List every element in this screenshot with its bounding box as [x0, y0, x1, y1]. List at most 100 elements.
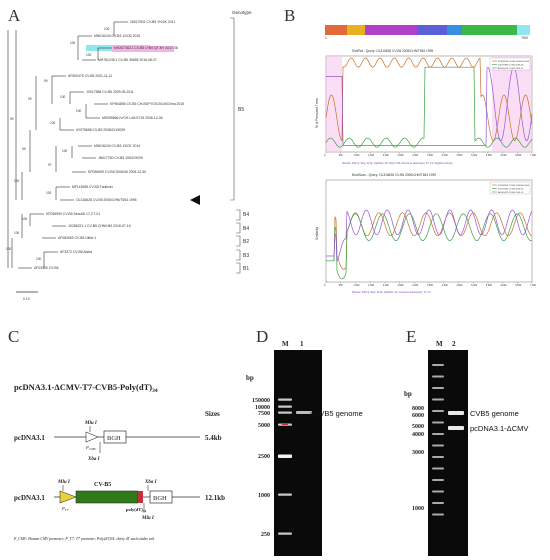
x-tick-label: 1,000 — [353, 284, 360, 287]
svg-text:JX017588 CV-B5 2009-05: JX017588 CV-B5 2009-05 — [498, 65, 524, 67]
x-tick-label: 7,000 — [530, 284, 537, 287]
gel-e-bp: bp — [404, 390, 412, 398]
bootscan-legend: KP036559 CV-B5 2006/06 2005 JX017588 CV-… — [489, 181, 531, 195]
x-tick-label: 2,000 — [383, 284, 390, 287]
x-tick-label: 3,500 — [427, 154, 434, 157]
x-tick-label: 2,500 — [398, 284, 405, 287]
genotype-label-b2: B2 — [243, 239, 249, 245]
series-line — [326, 66, 533, 146]
tree-leaf: 265170B1 CV-B5 YN/2K 2011 — [130, 20, 175, 24]
row2-label: pcDNA3.1 — [14, 494, 45, 502]
row2-pt7: PT7 — [61, 506, 69, 512]
bootscan-title: BootScan - Query: OL316828 CV-B5 2006/CH… — [352, 173, 436, 177]
marker-band — [432, 502, 444, 504]
bootstrap-value: 100 — [60, 95, 66, 99]
marker-label: 5000 — [258, 423, 270, 429]
marker-label: 1000 — [258, 493, 270, 499]
marker-band — [278, 405, 292, 408]
svg-text:AF500475 CV-B5 2001-11: AF500475 CV-B5 2001-11 — [498, 191, 524, 194]
bootstrap-value: 100 — [76, 109, 82, 113]
row1-label: pcDNA3.1 — [14, 434, 45, 442]
marker-label: 250 — [261, 532, 270, 538]
gel-d-band-label: CVB5 genome — [314, 409, 363, 418]
gel-e-lane-2: 2 — [452, 340, 456, 348]
row1-pcmv: PCMV — [85, 445, 97, 451]
tree-leaf-labels: 265170B1 CV-B5 YN/2K 2011 MN016240 CV-B5 … — [34, 20, 184, 270]
x-tick-label: 6,000 — [501, 284, 508, 287]
bootstrap-value: 99 — [22, 147, 26, 151]
tree-leaf: MH781245.1 CV-B5 35655 2016-08-07 — [98, 58, 157, 62]
bootscan-series — [326, 209, 533, 280]
bootstrap-value: 100 — [70, 41, 76, 45]
gel-e-band2-label: pcDNA3.1-ΔCMV — [470, 424, 528, 433]
gel-d-bg — [274, 350, 322, 556]
tree-leaf: JX286221.1 CV-B5 CHN/H49 2016-07-16 — [68, 224, 131, 228]
marker-band — [278, 398, 292, 401]
genotype-label-b1: B1 — [243, 266, 249, 272]
tree-leaf: MH267382.1 CV-B5 LYB5 QT-NY 2017-08 — [114, 46, 178, 50]
row2-polydt: poly(dT)34 — [126, 507, 147, 513]
genome-bar-start: 1 — [325, 36, 327, 40]
bootstrap-value: 100 — [14, 179, 20, 183]
bootstrap-value: 99 — [28, 97, 32, 101]
sample-band — [296, 411, 312, 414]
bootstrap-value: 100 — [50, 121, 56, 125]
panel-label-d: D — [256, 327, 269, 346]
simplot-x-ticks: 0 500 1,000 1,500 2,000 2,500 3,000 3,500 4,000 4… — [324, 152, 537, 157]
marker-band — [432, 398, 444, 401]
svg-text:JX017588 CV-B5 2009-05: JX017588 CV-B5 2009-05 — [498, 189, 524, 191]
bootscan-x-ticks: 0 500 1,000 1,500 2,000 2,500 3,000 3,500 4,000 4… — [324, 282, 537, 287]
simplot-footer: Window: 200 bp, Step: 20 bp, GapStrip: O… — [342, 162, 453, 165]
x-tick-label: 6,000 — [501, 154, 508, 157]
x-tick-label: 0 — [324, 284, 326, 287]
x-tick-label: 4,500 — [456, 154, 463, 157]
gel-d-lane-m: M — [282, 340, 289, 348]
x-tick-label: 4,500 — [456, 284, 463, 287]
row2-mlu1-left: Mlu I — [57, 480, 71, 485]
tree-leaf: KP036559 CV-B5 2006/06 2005-12-30 — [88, 170, 146, 174]
genotype-bracket-b4b — [236, 222, 241, 234]
gel-d-lane-1: 1 — [300, 340, 304, 348]
tree-leaf: KP036990 CV-B5 Seoul/8 17-CT-01 — [46, 212, 100, 216]
panel-label-a: A — [8, 6, 21, 25]
x-tick-label: 3,500 — [427, 284, 434, 287]
marker-band-red — [282, 423, 288, 425]
bootstrap-value: 100 — [6, 247, 12, 251]
marker-label: 150000 — [252, 398, 270, 404]
marker-label: 3000 — [412, 450, 424, 456]
x-tick-label: 1,000 — [353, 154, 360, 157]
sample-band-genome — [448, 411, 464, 415]
sizes-header: Sizes — [205, 410, 220, 418]
construct-legend-note: P_CMV: Human CMV promoter; P_T7: T7 prom… — [13, 537, 155, 541]
marker-label: 4000 — [412, 432, 424, 438]
x-tick-label: 500 — [339, 284, 344, 287]
x-tick-label: 5,500 — [486, 154, 493, 157]
bootscan-ylabel: Similarity — [315, 227, 319, 240]
marker-band — [432, 479, 444, 481]
simplot-title: SimPlot - Query: OL316828 CV-B5 2006/CHN… — [352, 49, 433, 53]
marker-label: 5000 — [412, 424, 424, 430]
gel-e-lane-m: M — [436, 340, 443, 348]
highlight-pink — [112, 46, 174, 52]
row2-size: 12.1kb — [205, 494, 225, 502]
row2-mlu1-right: Mlu I — [141, 516, 155, 521]
marker-label: 6000 — [412, 413, 424, 419]
genotype-bracket-b5 — [230, 17, 235, 201]
bootstrap-value: 97 — [48, 163, 52, 167]
marker-label: 8000 — [412, 406, 424, 412]
x-tick-label: 4,000 — [442, 284, 449, 287]
bootstrap-value: 99 — [10, 117, 14, 121]
marker-band — [432, 490, 444, 493]
tree-leaf: AF3372 CV-B5 Aistra — [60, 250, 92, 254]
marker-band — [432, 421, 444, 424]
x-tick-label: 1,500 — [368, 284, 375, 287]
panel-label-c: C — [8, 327, 20, 346]
marker-band — [278, 454, 292, 458]
sample-band-vector — [448, 426, 464, 430]
bootscan-chart: BootScan - Query: OL316828 CV-B5 2006/CH… — [315, 173, 537, 294]
tree-leaf: MN016240 CV-B5 12/CB 2015 — [94, 34, 140, 38]
x-tick-label: 5,000 — [471, 284, 478, 287]
